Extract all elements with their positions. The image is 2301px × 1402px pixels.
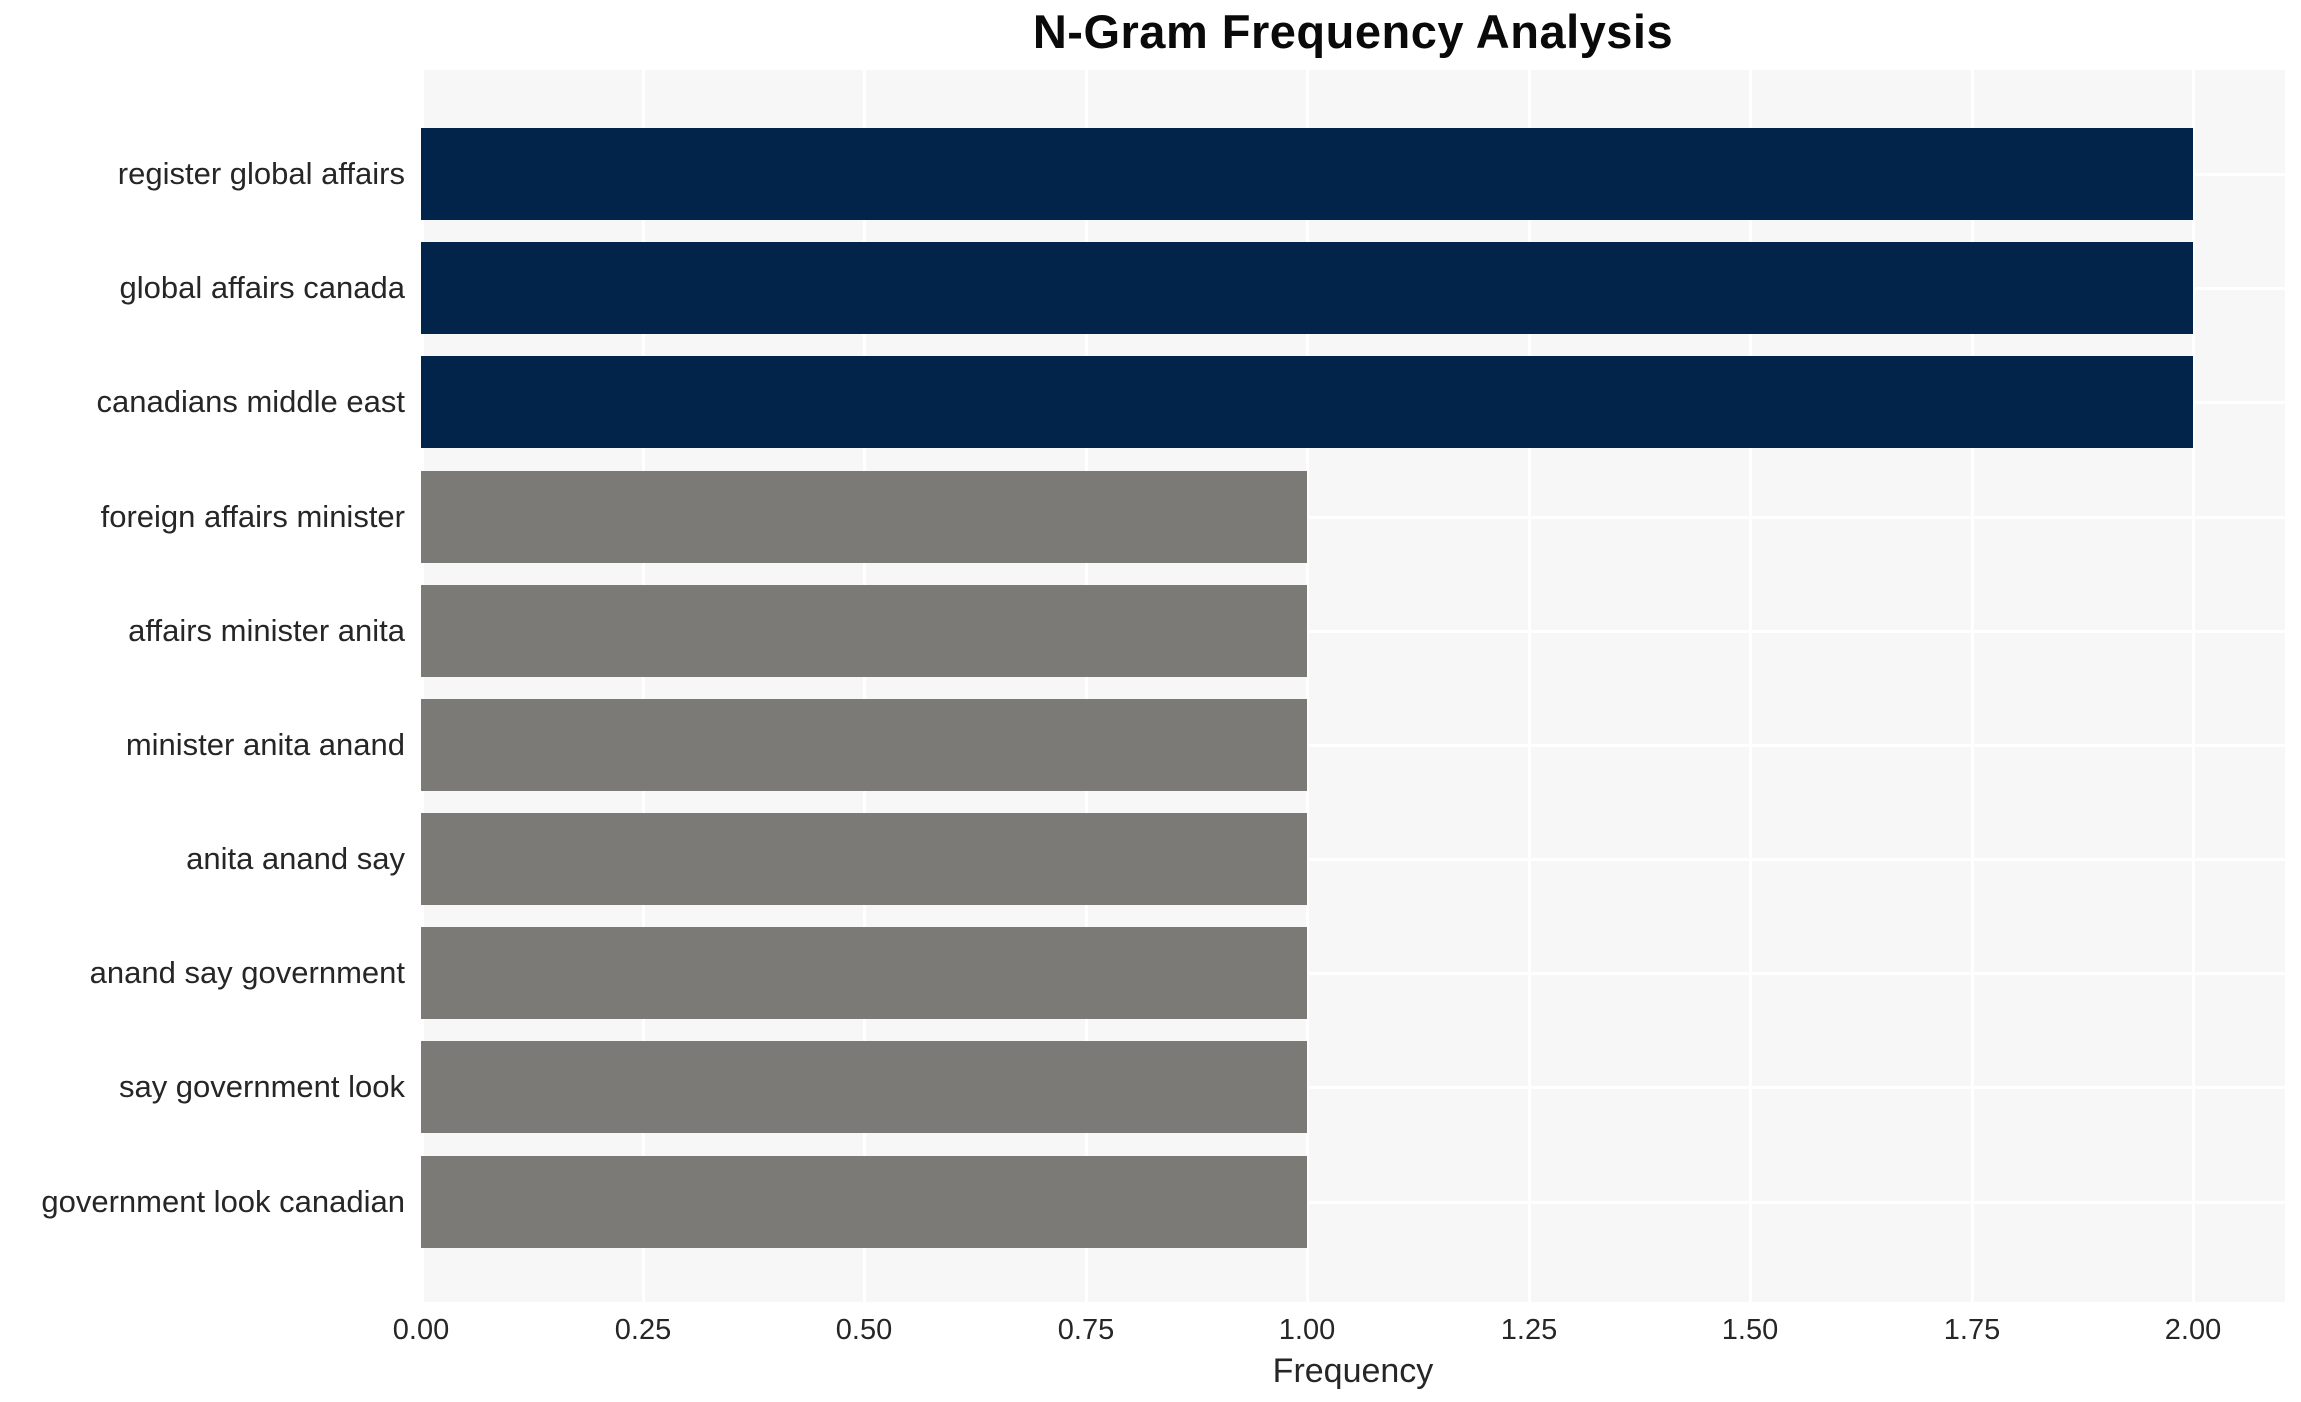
y-gridline: [421, 1201, 2285, 1204]
chart-title: N-Gram Frequency Analysis: [1032, 5, 1674, 58]
x-gridline: [2192, 70, 2195, 1302]
bar-anand-say-government: [421, 927, 1307, 1019]
x-gridline: [1749, 70, 1752, 1302]
bar-anita-anand-say: [421, 813, 1307, 905]
x-gridline: [1971, 70, 1974, 1302]
plot-area: [421, 70, 2285, 1302]
y-tick-label: minister anita anand: [125, 727, 405, 762]
bar-foreign-affairs-minister: [421, 471, 1307, 563]
bar-government-look-canadian: [421, 1156, 1307, 1248]
x-tick-label: 0.00: [392, 1314, 450, 1346]
y-tick-label: say government look: [118, 1069, 405, 1104]
x-tick-label: 0.50: [835, 1314, 893, 1346]
x-tick-label: 1.75: [1943, 1314, 2001, 1346]
x-tick-label: 0.25: [614, 1314, 672, 1346]
bar-minister-anita-anand: [421, 699, 1307, 791]
y-gridline: [421, 630, 2285, 633]
bar-register-global-affairs: [421, 128, 2193, 220]
y-gridline: [421, 858, 2285, 861]
y-gridline: [421, 972, 2285, 975]
x-gridline: [863, 70, 866, 1302]
x-tick-label: 1.00: [1278, 1314, 1336, 1346]
y-tick-label: affairs minister anita: [128, 613, 405, 648]
x-gridline: [1528, 70, 1531, 1302]
y-tick-label: anand say government: [89, 955, 405, 990]
x-gridline: [1085, 70, 1088, 1302]
y-tick-label: canadians middle east: [96, 384, 405, 419]
y-gridline: [421, 744, 2285, 747]
bar-affairs-minister-anita: [421, 585, 1307, 677]
y-tick-label: anita anand say: [186, 841, 405, 876]
x-tick-label: 1.25: [1500, 1314, 1558, 1346]
bar-global-affairs-canada: [421, 242, 2193, 334]
y-tick-label: foreign affairs minister: [100, 499, 405, 534]
x-tick-label: 2.00: [2164, 1314, 2222, 1346]
y-tick-label: register global affairs: [117, 156, 405, 191]
x-tick-label: 1.50: [1721, 1314, 1779, 1346]
y-tick-label: government look canadian: [41, 1184, 405, 1219]
bar-canadians-middle-east: [421, 356, 2193, 448]
x-gridline: [1306, 70, 1309, 1302]
x-gridline: [421, 70, 424, 1302]
y-tick-label: global affairs canada: [119, 270, 405, 305]
y-gridline: [421, 516, 2285, 519]
x-gridline: [642, 70, 645, 1302]
x-axis-label: Frequency: [1272, 1352, 1434, 1390]
x-tick-label: 0.75: [1057, 1314, 1115, 1346]
bar-say-government-look: [421, 1041, 1307, 1133]
y-gridline: [421, 1086, 2285, 1089]
